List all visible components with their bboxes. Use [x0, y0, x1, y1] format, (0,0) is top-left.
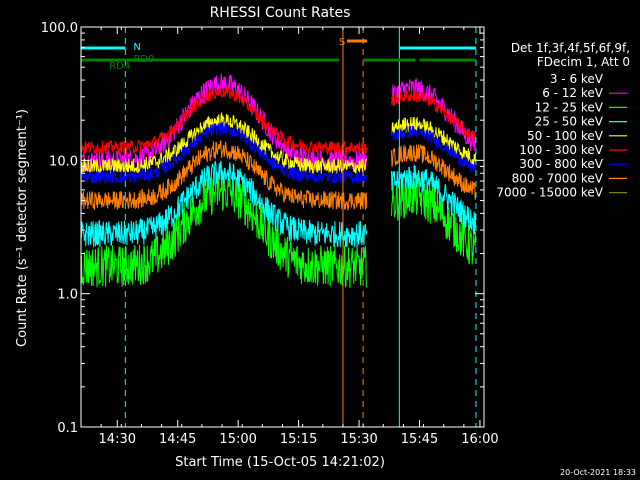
x-tick-label: 16:00	[461, 432, 498, 447]
legend-label: 300 - 800 keV	[519, 157, 603, 171]
x-tick-label: 14:30	[99, 432, 136, 447]
x-tick-label: 15:30	[340, 432, 377, 447]
series-line	[80, 160, 477, 248]
legend-label: 7000 - 15000 keV	[496, 186, 603, 200]
status-label: S	[339, 37, 345, 48]
series-line	[80, 121, 477, 185]
legend-label: 100 - 300 keV	[519, 143, 603, 157]
axis-layer: 14:30 14:45 15:00 15:15 15:30 15:45 16:00 0.1 1.…	[41, 21, 499, 447]
legend-label: 3 - 6 keV	[550, 72, 604, 86]
legend-label: 12 - 25 keV	[535, 100, 604, 114]
series-line	[80, 140, 477, 212]
status-label: RD0	[133, 54, 154, 65]
legend-header: FDecim 1, Att 0	[537, 55, 630, 69]
series-layer	[80, 73, 477, 293]
y-tick-label: 1.0	[57, 288, 78, 303]
x-tick-label: 14:45	[159, 432, 196, 447]
x-tick-label: 15:45	[401, 432, 438, 447]
x-axis-label: Start Time (15-Oct-05 14:21:02)	[175, 455, 385, 470]
legend-label: 800 - 7000 keV	[512, 171, 604, 185]
legend: Det 1f,3f,4f,5f,6f,9f,FDecim 1, Att 0 3 -…	[496, 41, 630, 200]
x-tick-label: 15:00	[219, 432, 256, 447]
legend-label: 6 - 12 keV	[542, 86, 604, 100]
footer-timestamp: 20-Oct-2021 18:33	[560, 468, 636, 477]
status-label: N	[133, 42, 140, 53]
y-tick-label: 0.1	[57, 421, 78, 436]
legend-header: Det 1f,3f,4f,5f,6f,9f,	[511, 41, 630, 55]
y-axis-label: Count Rate (s⁻¹ detector segment⁻¹)	[15, 109, 30, 347]
legend-label: 25 - 50 keV	[535, 115, 604, 129]
y-tick-label: 100.0	[41, 21, 78, 36]
status-label: RD4	[109, 61, 130, 72]
series-line	[80, 85, 477, 156]
y-tick-label: 10.0	[49, 154, 78, 169]
legend-label: 50 - 100 keV	[527, 129, 604, 143]
chart-title: RHESSI Count Rates	[210, 5, 351, 21]
x-tick-label: 15:15	[280, 432, 317, 447]
